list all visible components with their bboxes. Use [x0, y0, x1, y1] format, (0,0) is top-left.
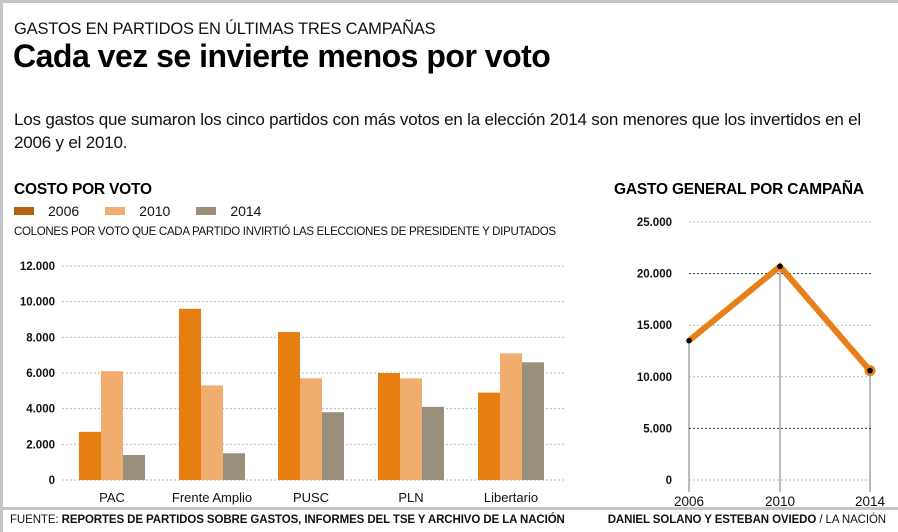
legend-label-2014: 2014: [230, 203, 262, 219]
line-chart: 0 5.000 10.000 15.000 20.000 25.000 2006 2010 20…: [637, 217, 886, 508]
bar-y-tick-label: 0: [49, 475, 55, 487]
bar-x-tick-label: PAC: [99, 490, 125, 505]
line-x-tick-label: 2010: [765, 494, 795, 508]
legend-label-2006: 2006: [48, 203, 80, 219]
line-y-tick-label: 15.000: [637, 320, 672, 332]
bar-y-tick-label: 10.000: [20, 297, 55, 309]
bar-2014: [322, 412, 344, 480]
legend-label-2010: 2010: [139, 203, 171, 219]
bar-2010: [400, 378, 422, 480]
bar-2006: [478, 392, 500, 480]
authors: DANIEL SOLANO Y ESTEBAN OVIEDO: [607, 514, 817, 526]
bar-2014: [223, 453, 245, 480]
intro-text: Los gastos que sumaron los cinco partido…: [14, 110, 861, 152]
bar-2006: [278, 331, 300, 480]
line-y-tick-label: 10.000: [637, 372, 672, 384]
kicker: GASTOS EN PARTIDOS EN ÚLTIMAS TRES CAMPA…: [14, 20, 436, 38]
bar-2010: [101, 371, 123, 480]
legend-item-2006: 2006: [14, 203, 79, 219]
bar-2014: [422, 406, 444, 480]
line-point: [686, 337, 692, 344]
legend-swatch-2010: [105, 207, 126, 215]
bar-2014: [522, 362, 544, 480]
legend-item-2014: 2014: [196, 203, 261, 219]
line-y-tick-label: 20.000: [637, 269, 672, 281]
bar-y-tick-label: 4.000: [26, 404, 55, 416]
line-x-tick-label: 2014: [855, 494, 886, 508]
bar-2006: [179, 308, 201, 480]
line-chart-title: GASTO GENERAL POR CAMPAÑA: [614, 181, 864, 198]
line-y-tick-label: 0: [666, 475, 672, 487]
source-text: REPORTES DE PARTIDOS SOBRE GASTOS, INFOR…: [61, 514, 565, 526]
credit-separator: /: [819, 514, 823, 526]
bar-2014: [123, 455, 145, 480]
bar-2010: [300, 378, 322, 480]
publication: LA NACIÓN: [825, 514, 887, 526]
bar-2006: [378, 373, 400, 480]
frame-bottom-border: [0, 507, 898, 510]
line-point: [777, 263, 783, 270]
source-credit: FUENTE: REPORTES DE PARTIDOS SOBRE GASTO…: [10, 514, 565, 526]
bar-x-tick-label: Frente Amplio: [172, 490, 252, 505]
bar-2010: [500, 353, 522, 480]
bar-2010: [201, 385, 223, 480]
bar-x-tick-label: PLN: [398, 490, 423, 505]
frame-left-border: [0, 0, 3, 532]
bar-x-tick-label: Libertario: [484, 490, 538, 505]
legend-swatch-2006: [14, 207, 34, 215]
legend-swatch-2014: [196, 207, 217, 215]
legend-item-2010: 2010: [105, 203, 170, 219]
bar-y-tick-label: 8.000: [26, 332, 55, 344]
line-point: [867, 367, 873, 374]
author-credit: DANIEL SOLANO Y ESTEBAN OVIEDO / LA NACI…: [608, 514, 886, 526]
line-y-tick-label: 5.000: [643, 423, 672, 435]
frame-top-border: [0, 0, 898, 3]
headline: Cada vez se invierte menos por voto: [13, 38, 551, 74]
bar-y-tick-label: 12.000: [20, 261, 55, 273]
bar-x-tick-label: PUSC: [293, 490, 329, 505]
bar-chart-legend: 2006 2010 2014: [14, 203, 287, 219]
bar-y-tick-label: 6.000: [26, 368, 55, 380]
line-y-tick-label: 25.000: [637, 217, 672, 229]
bar-chart-title: COSTO POR VOTO: [14, 181, 152, 198]
bar-chart-subtitle: COLONES POR VOTO QUE CADA PARTIDO INVIRT…: [14, 226, 556, 238]
line-x-tick-label: 2006: [674, 494, 704, 508]
bar-y-tick-label: 2.000: [26, 439, 55, 451]
bar-2006: [79, 431, 101, 480]
source-label: FUENTE:: [10, 514, 59, 526]
bar-chart: 0 2.000 4.000 6.000 8.000 10.000 12.000 PAC Fren…: [20, 261, 565, 505]
